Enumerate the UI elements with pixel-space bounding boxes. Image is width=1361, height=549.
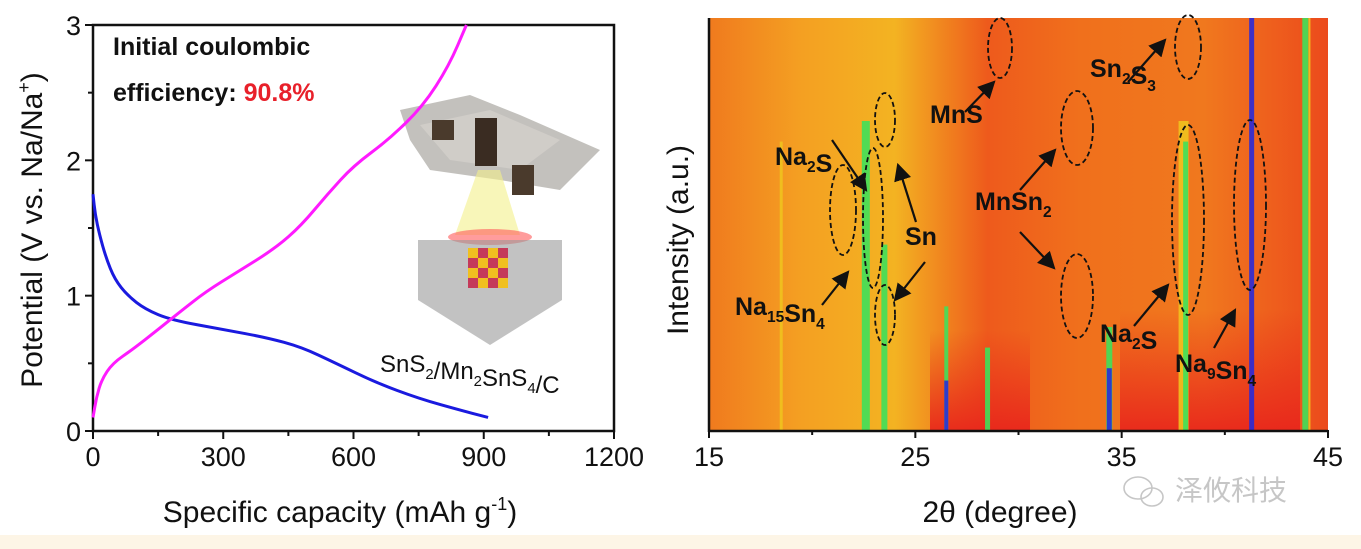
x-axis-label: Specific capacity (mAh g-1)	[163, 494, 517, 529]
phase-label: MnSn2	[975, 188, 1052, 221]
phase-ellipse	[874, 92, 896, 148]
diffraction-streak	[1302, 18, 1309, 430]
y-axis-label: Potential (V vs. Na/Na+)	[14, 72, 49, 388]
discharge-curve	[91, 194, 489, 419]
material-label: SnS2/Mn2SnS4/C	[380, 351, 560, 399]
watermark-text: 泽攸科技	[1175, 474, 1287, 507]
x-tick-label: 15	[694, 442, 724, 472]
charge-curve	[91, 24, 468, 418]
annotation-arrow	[831, 139, 868, 192]
material-illustration	[400, 95, 600, 345]
phase-ellipse	[1171, 124, 1205, 316]
bottom-strip	[0, 535, 1361, 549]
diffraction-streak	[1106, 368, 1112, 430]
annotation-arrow	[1019, 148, 1057, 191]
phase-label: Na2S	[775, 143, 832, 178]
phase-ellipse	[829, 164, 857, 256]
phase-ellipse	[1060, 90, 1094, 166]
voltage-profile-chart: 0 300 600 900 1200 0 1 2 3 Initial coulombic eff…	[14, 11, 644, 529]
diffraction-streak	[1308, 18, 1311, 430]
y-tick-label: 1	[66, 282, 81, 312]
coulombic-annotation-line2: efficiency: 90.8%	[113, 79, 315, 107]
phase-label: Sn2S3	[1090, 55, 1156, 95]
coulombic-annotation-line1: Initial coulombic	[113, 33, 310, 61]
annotation-arrow	[1019, 231, 1056, 270]
coulombic-efficiency-value: 90.8%	[244, 79, 315, 107]
diffraction-streak	[944, 306, 949, 430]
diffraction-streak	[861, 121, 870, 430]
phase-label: Sn	[905, 223, 937, 251]
y-tick-label: 3	[66, 11, 81, 41]
phase-label: Na2S	[1100, 320, 1157, 355]
x-tick-label: 0	[85, 442, 100, 472]
phase-ellipse	[1060, 253, 1094, 339]
annotation-arrow	[964, 80, 996, 113]
annotation-arrow	[893, 261, 926, 302]
y-axis-label-intensity: Intensity (a.u.)	[662, 145, 695, 335]
x-tick-label: 300	[201, 442, 246, 472]
annotation-arrow	[1213, 308, 1237, 349]
in-situ-xrd-heatmap: Na2S Sn MnS MnSn2 Sn2S3 Na15Sn4 Na2S Na9Sn4 15 2…	[662, 14, 1343, 529]
annotation-arrow	[821, 270, 850, 306]
phase-label: MnS	[930, 101, 983, 129]
annotation-arrow	[894, 162, 918, 223]
diffraction-streak	[1183, 141, 1189, 430]
wechat-icon	[1123, 476, 1164, 507]
x-tick-label: 25	[900, 442, 930, 472]
diffraction-streak	[944, 380, 949, 430]
phase-label: Na15Sn4	[735, 293, 825, 333]
phase-ellipse	[862, 147, 884, 289]
watermark: 泽攸科技	[1123, 474, 1287, 507]
diffraction-streak	[985, 347, 991, 430]
x-tick-label: 900	[461, 442, 506, 472]
x-axis-label-2theta: 2θ (degree)	[922, 496, 1077, 529]
x-tick-label: 1200	[584, 442, 644, 472]
phase-ellipse	[1174, 14, 1202, 80]
annotation-arrow	[1133, 283, 1170, 327]
y-tick-label: 2	[66, 146, 81, 176]
x-tick-label: 600	[331, 442, 376, 472]
diffraction-streak	[881, 244, 888, 430]
phase-ellipse	[987, 17, 1013, 79]
x-tick-label: 35	[1107, 442, 1137, 472]
annotation-arrow	[1127, 38, 1167, 83]
diffraction-streak	[1249, 18, 1255, 430]
x-tick-label: 45	[1313, 442, 1343, 472]
diffraction-streak	[779, 141, 783, 430]
y-tick-label: 0	[66, 417, 81, 447]
phase-label: Na9Sn4	[1175, 350, 1257, 390]
phase-ellipse	[1233, 119, 1267, 291]
phase-ellipse	[874, 284, 896, 346]
